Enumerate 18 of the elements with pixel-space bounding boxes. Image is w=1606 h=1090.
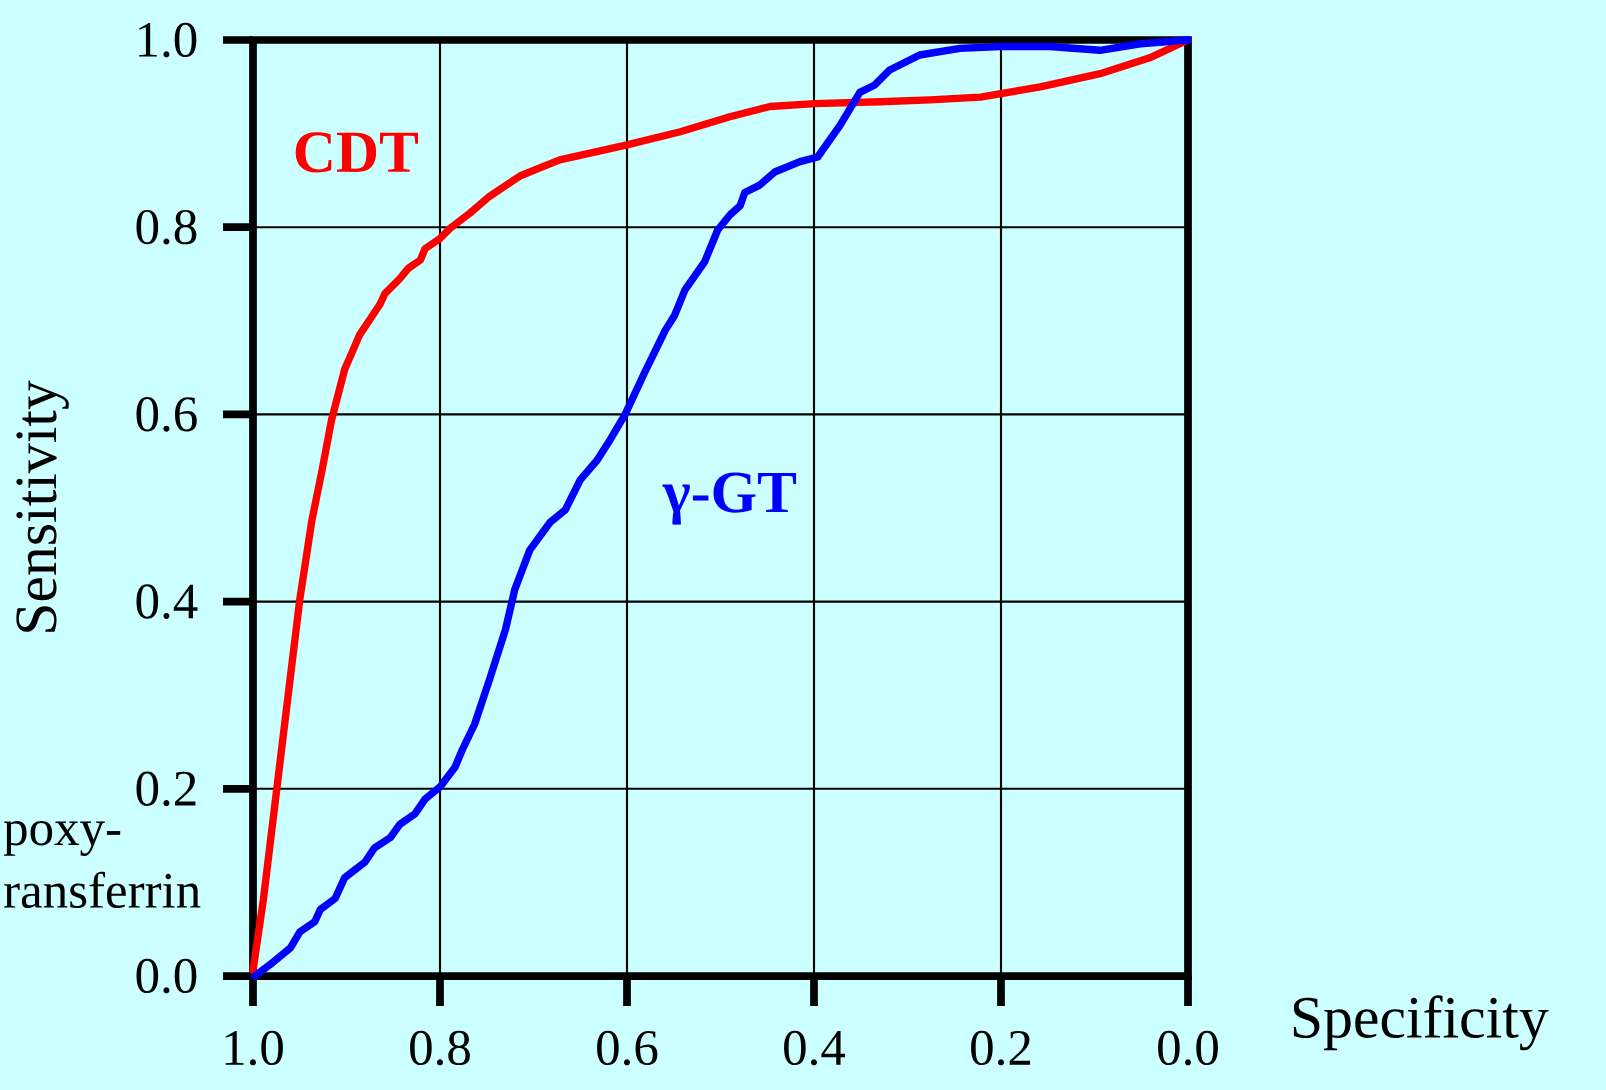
text: poxy- [3,820,121,856]
x-tick-label: 0.2 [971,1030,1031,1066]
x-tick-label: 1.0 [225,1030,283,1066]
x-tick-label: 0.8 [410,1030,470,1066]
series-label: CDT [295,132,419,173]
y-axis-title: Sensitivity [16,380,69,632]
text: ransferrin [4,871,201,909]
y-tick-label: 0.4 [136,584,198,619]
series-label: γ-GT [662,472,797,525]
x-tick-label: 0.6 [597,1030,658,1066]
x-tick-label: 0.0 [1158,1030,1218,1066]
y-tick-label: 0.6 [136,397,197,432]
y-tick-label: 0.2 [136,771,196,807]
y-tick-label: 0.8 [136,209,197,245]
x-axis-title: Specificity [1293,995,1549,1051]
x-tick-label: 0.4 [784,1030,846,1066]
y-tick-label: 0.0 [136,958,197,994]
y-tick-label: 1.0 [139,22,197,58]
